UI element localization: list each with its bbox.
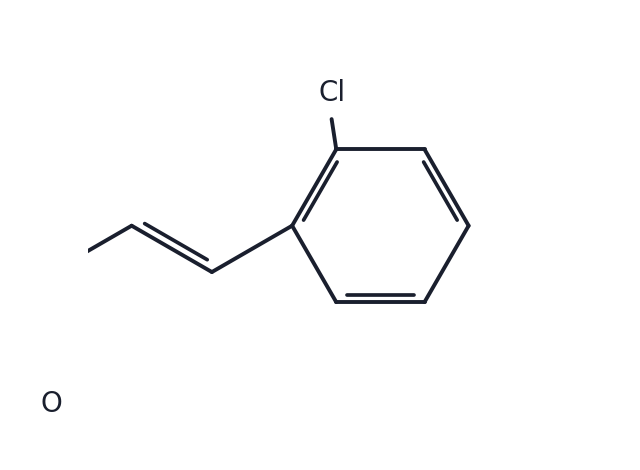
Text: Cl: Cl xyxy=(318,79,345,108)
Text: O: O xyxy=(40,390,62,418)
